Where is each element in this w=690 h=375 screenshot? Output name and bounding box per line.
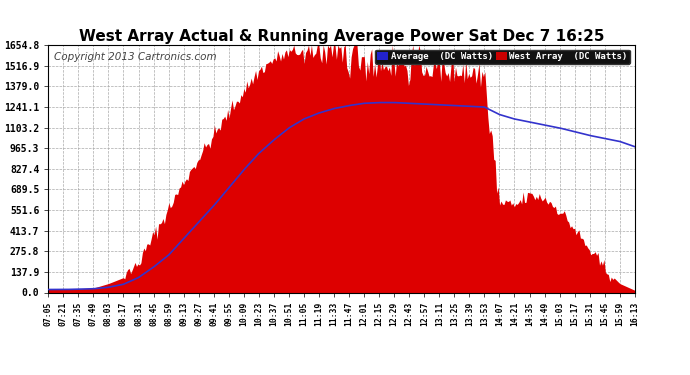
- Title: West Array Actual & Running Average Power Sat Dec 7 16:25: West Array Actual & Running Average Powe…: [79, 29, 604, 44]
- Legend: Average  (DC Watts), West Array  (DC Watts): Average (DC Watts), West Array (DC Watts…: [375, 50, 630, 64]
- Text: Copyright 2013 Cartronics.com: Copyright 2013 Cartronics.com: [55, 53, 217, 62]
